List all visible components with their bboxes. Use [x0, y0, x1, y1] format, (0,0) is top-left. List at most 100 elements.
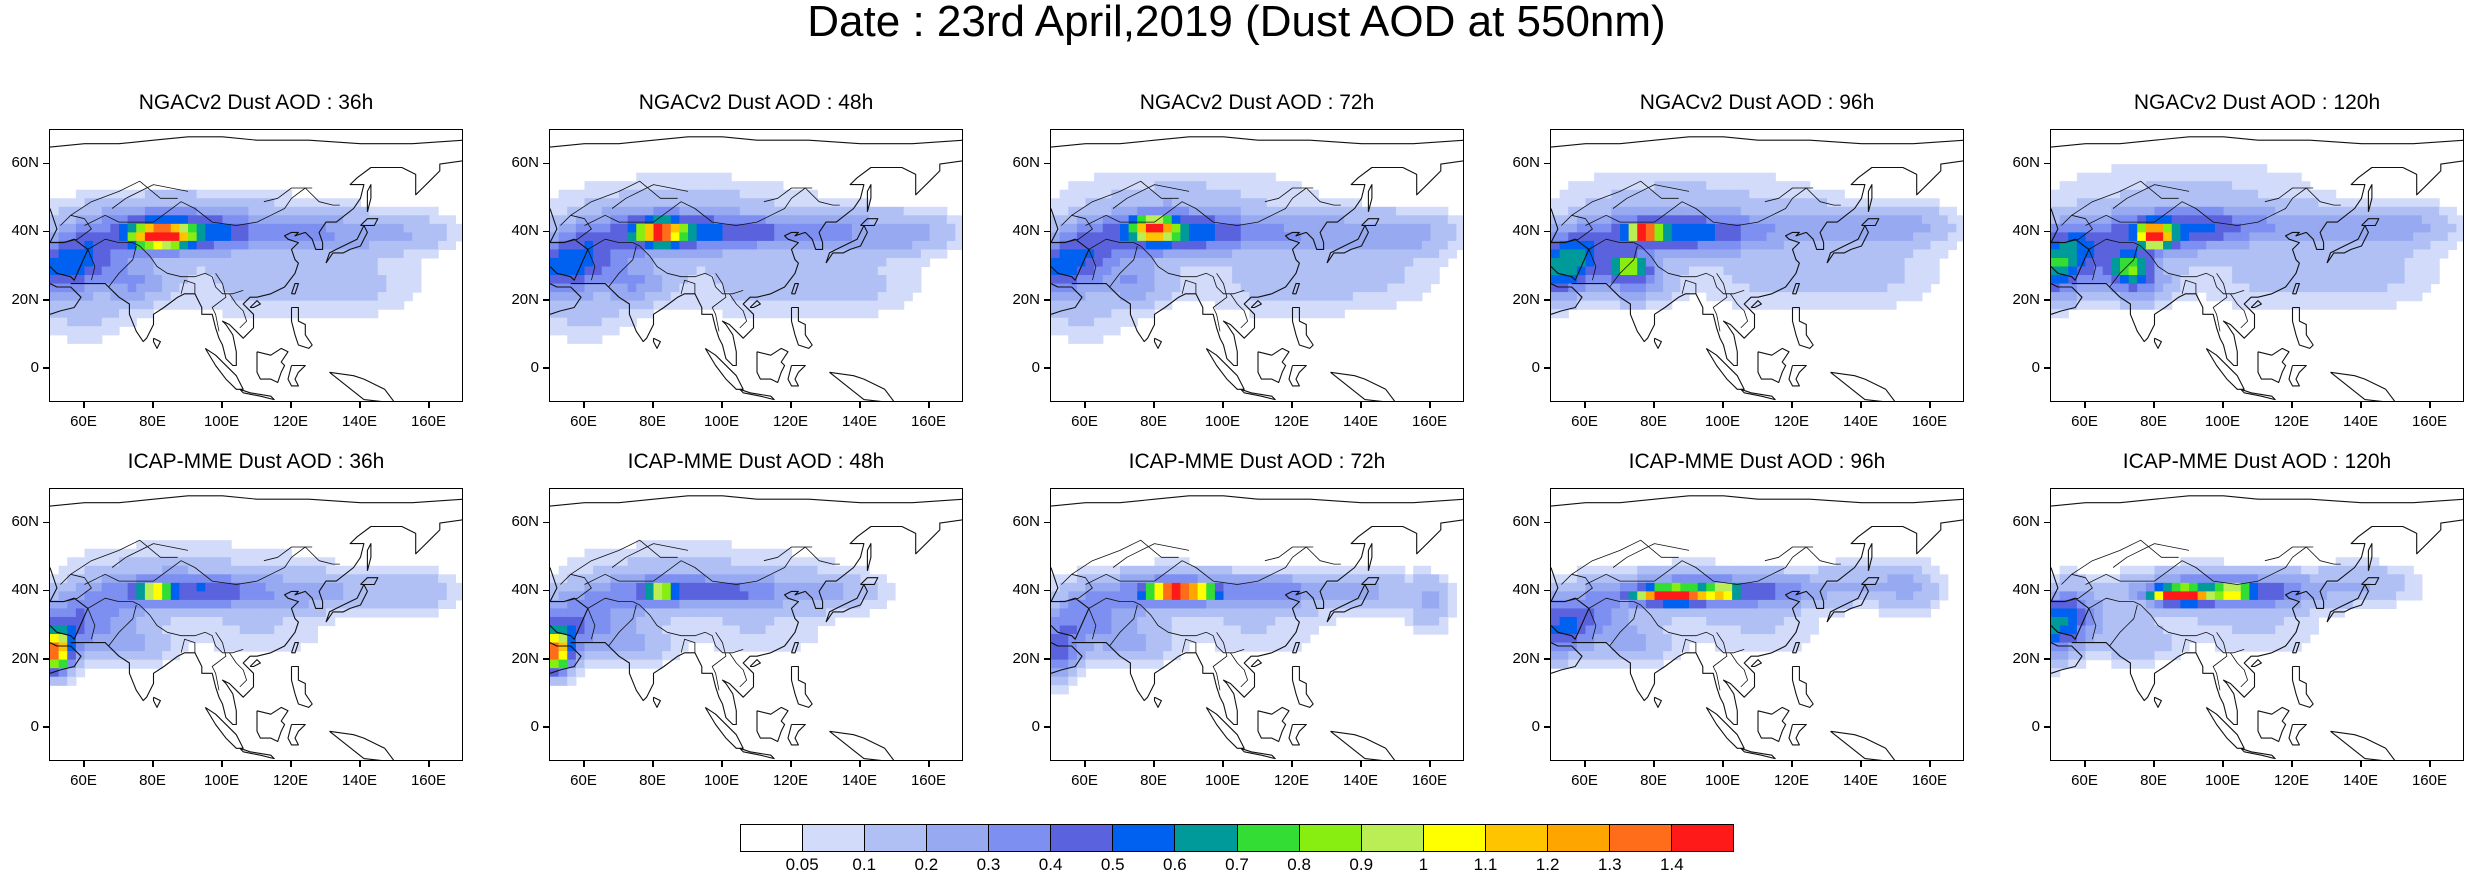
aod-cell — [1749, 249, 1759, 259]
aod-cell — [2128, 189, 2138, 199]
coastline — [1326, 224, 1369, 264]
aod-cell — [1051, 582, 1061, 592]
aod-cell — [1878, 257, 1888, 268]
aod-cell — [593, 181, 603, 191]
aod-cell — [265, 309, 275, 319]
aod-cell — [2076, 283, 2087, 293]
aod-cell — [550, 232, 560, 242]
aod-cell — [248, 574, 258, 584]
aod-cell — [67, 334, 77, 344]
aod-cell — [162, 223, 172, 233]
aod-cell — [231, 300, 241, 310]
lat-tick-label: 0 — [30, 358, 39, 376]
aod-cell — [619, 634, 629, 644]
aod-cell — [550, 582, 560, 592]
aod-cell — [619, 548, 629, 558]
aod-cell — [412, 599, 422, 610]
aod-cell — [765, 232, 775, 242]
aod-cell — [334, 249, 344, 259]
aod-cell — [84, 240, 94, 251]
aod-cell — [2197, 283, 2207, 293]
aod-cell — [351, 215, 362, 225]
aod-cell — [1896, 275, 1906, 285]
aod-cell — [1559, 266, 1569, 276]
aod-cell — [1275, 181, 1285, 191]
aod-cell — [636, 540, 646, 550]
aod-cell — [2120, 181, 2130, 191]
aod-cell — [153, 232, 163, 242]
aod-cell — [1154, 249, 1164, 259]
aod-cell — [127, 599, 137, 610]
aod-cell — [1145, 223, 1156, 233]
aod-cell — [946, 215, 956, 225]
aod-cell — [1266, 591, 1276, 601]
aod-cell — [2413, 257, 2423, 268]
coastline — [652, 696, 661, 708]
aod-cell — [2232, 172, 2242, 182]
aod-cell — [946, 240, 956, 251]
aod-cell — [1559, 189, 1569, 199]
aod-cell — [2249, 257, 2259, 268]
aod-cell — [1094, 206, 1104, 216]
aod-cell — [1740, 240, 1750, 251]
aod-cell — [196, 266, 206, 276]
aod-cell — [808, 557, 818, 567]
country-border — [87, 597, 133, 609]
aod-cell — [75, 557, 86, 567]
aod-cell — [1645, 266, 1656, 276]
aod-cell — [1249, 181, 1259, 191]
aod-cell — [1939, 215, 1949, 225]
aod-cell — [274, 548, 284, 558]
aod-cell — [722, 565, 732, 575]
aod-cell — [1827, 292, 1837, 302]
aod-cell — [2189, 283, 2199, 293]
lat-tick-mark — [1544, 162, 1550, 165]
country-border — [229, 293, 248, 329]
aod-cell — [1145, 198, 1156, 208]
aod-cell — [308, 582, 318, 592]
aod-cell — [1076, 215, 1087, 225]
aod-cell — [282, 283, 293, 293]
aod-cell — [2275, 232, 2285, 242]
aod-cell — [1732, 189, 1742, 199]
coastline — [2291, 283, 2300, 295]
aod-cell — [895, 215, 905, 225]
aod-cell — [1827, 223, 1837, 233]
aod-cell — [1206, 608, 1216, 618]
aod-cell — [610, 283, 620, 293]
lon-tick-label: 80E — [139, 772, 166, 789]
aod-cell — [1240, 574, 1250, 584]
aod-cell — [1094, 317, 1104, 327]
aod-cell — [101, 283, 111, 293]
aod-cell — [1904, 223, 1914, 233]
aod-cell — [1094, 292, 1104, 302]
aod-cell — [1758, 189, 1768, 199]
aod-cell — [1076, 565, 1087, 575]
aod-cell — [2171, 249, 2181, 259]
aod-cell — [239, 634, 249, 644]
aod-cell — [1861, 292, 1871, 302]
aod-cell — [119, 565, 129, 575]
aod-cell — [144, 634, 155, 644]
aod-cell — [291, 223, 301, 233]
aod-cell — [1154, 257, 1164, 268]
aod-cell — [2214, 275, 2225, 285]
aod-cell — [1232, 275, 1242, 285]
aod-cell — [696, 266, 706, 276]
aod-cell — [1775, 215, 1785, 225]
aod-cell — [1404, 582, 1414, 592]
aod-cell — [757, 565, 767, 575]
aod-cell — [653, 634, 663, 644]
aod-cell — [550, 591, 560, 601]
aod-cell — [644, 599, 655, 610]
aod-cell — [2318, 257, 2328, 268]
aod-cell — [1094, 309, 1104, 319]
aod-cell — [67, 215, 77, 225]
aod-cell — [2059, 300, 2069, 310]
aod-cell — [1654, 249, 1664, 259]
aod-cell — [1576, 283, 1587, 293]
aod-cell — [1835, 292, 1845, 302]
aod-cell — [1844, 223, 1854, 233]
aod-cell — [136, 300, 146, 310]
aod-cell — [1335, 249, 1345, 259]
